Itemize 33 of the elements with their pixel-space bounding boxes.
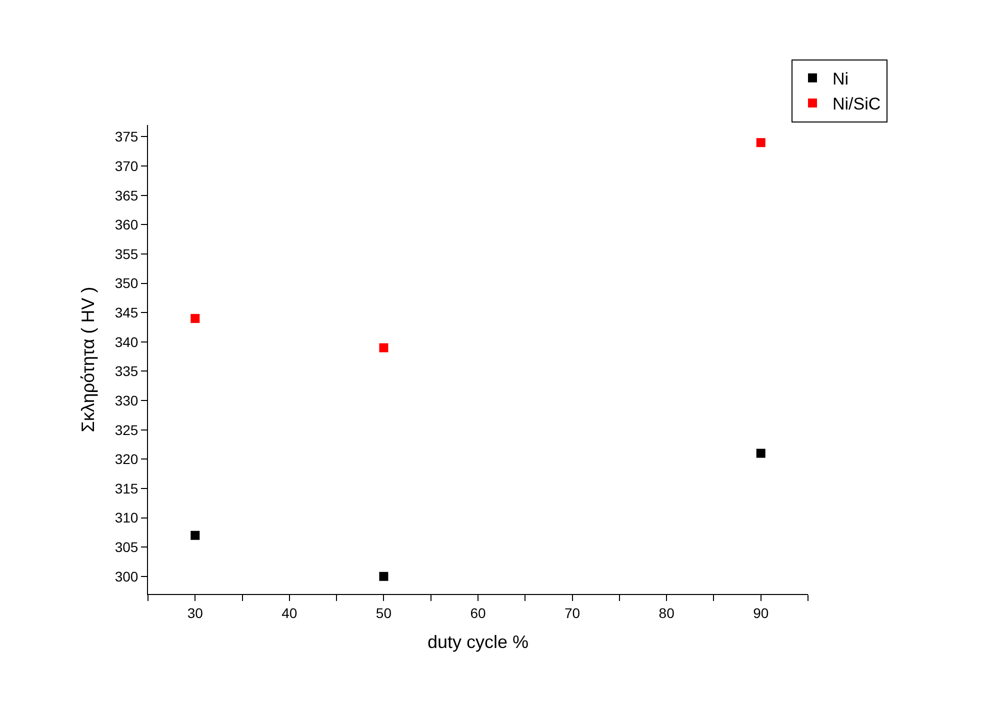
y-tick-label: 310 <box>114 510 138 526</box>
y-tick-label: 330 <box>114 392 138 408</box>
point <box>379 343 388 352</box>
x-tick-label: 90 <box>753 604 769 621</box>
y-tick-label: 350 <box>114 275 138 292</box>
y-tick-label: 305 <box>114 539 138 555</box>
y-tick-label: 375 <box>114 128 138 145</box>
point <box>379 572 388 581</box>
x-tick-label: 40 <box>282 604 298 621</box>
y-tick-label: 320 <box>114 451 138 468</box>
x-tick-label: 50 <box>376 604 392 621</box>
legend-label: Ni <box>832 70 849 89</box>
y-tick-label: 315 <box>114 480 138 496</box>
y-tick-label: 300 <box>114 568 138 584</box>
x-axis-title: duty cycle % <box>427 632 529 652</box>
y-tick-label: 345 <box>114 304 138 320</box>
point <box>190 314 200 323</box>
y-tick-label: 365 <box>114 187 138 204</box>
legend-label: Ni/SiC <box>832 94 881 114</box>
y-tick-label: 355 <box>114 246 138 262</box>
y-axis-title: Σκληρότητα ( HV ) <box>78 286 98 432</box>
x-tick-label: 30 <box>187 604 204 621</box>
x-tick-label: 70 <box>564 604 580 621</box>
y-tick-label: 360 <box>114 216 138 233</box>
x-tick-label: 60 <box>470 604 486 621</box>
y-tick-label: 340 <box>114 334 138 350</box>
y-tick-label: 370 <box>114 158 138 174</box>
y-tick-label: 335 <box>114 363 138 380</box>
point <box>190 530 200 540</box>
y-tick-label: 325 <box>114 422 138 438</box>
point <box>756 138 766 148</box>
x-tick-label: 80 <box>658 604 675 621</box>
point <box>756 448 766 458</box>
